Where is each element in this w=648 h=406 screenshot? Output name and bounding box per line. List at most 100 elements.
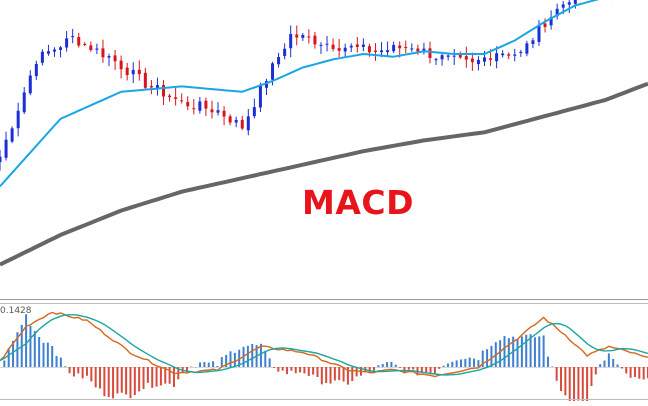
candle-body [4, 139, 8, 158]
candle-body [428, 48, 432, 58]
candle-body [264, 81, 268, 88]
candle-body [192, 108, 196, 110]
candle-body [470, 58, 474, 63]
candle-body [119, 60, 123, 70]
candle-body [495, 53, 499, 62]
candle-body [204, 100, 208, 109]
candle-body [452, 55, 456, 57]
candle-body [337, 48, 341, 51]
candle-body [277, 57, 281, 65]
candle-body [271, 63, 275, 80]
candle-body [210, 109, 214, 113]
candle-body [361, 44, 365, 47]
candle-body [107, 56, 111, 58]
candle-body [77, 37, 81, 46]
candle-body [16, 110, 20, 129]
candle-body [131, 69, 135, 75]
candle-body [513, 54, 517, 56]
macd-lines [0, 311, 648, 378]
candle-body [537, 24, 541, 42]
candle-body [410, 48, 414, 50]
candle-body [149, 85, 153, 88]
candle-body [258, 85, 262, 108]
candle-body [319, 44, 323, 46]
candle-body [525, 43, 529, 54]
candle-body [458, 54, 462, 58]
candle-body [168, 95, 172, 98]
candle-body [313, 35, 317, 45]
candle-body [573, 0, 577, 4]
candle-body [392, 44, 396, 52]
candle-body [180, 100, 184, 102]
candle-body [531, 40, 535, 45]
candle-body [143, 72, 147, 88]
candle-body [53, 49, 57, 52]
candle-body [380, 50, 384, 53]
candle-body [561, 4, 565, 8]
candle-body [416, 48, 420, 52]
candle-body [28, 75, 32, 94]
candle-body [137, 69, 141, 75]
candle-body [22, 92, 26, 113]
candle-body [289, 33, 293, 49]
candle-body [482, 57, 486, 62]
candle-body [404, 46, 408, 48]
candle-body [10, 128, 14, 142]
candle-body [83, 43, 87, 45]
macd-value-label: 0.1428 [0, 306, 32, 316]
candle-body [440, 55, 444, 60]
candle-body [59, 47, 63, 50]
candle-body [446, 55, 450, 57]
candle-body [501, 53, 505, 56]
signal-line [0, 314, 648, 376]
chart-title: MACD [302, 183, 414, 222]
candle-body [549, 17, 553, 26]
candle-body [89, 45, 93, 51]
candle-body [398, 45, 402, 49]
candle-body [307, 36, 311, 38]
candle-body [46, 51, 50, 54]
candle-body [349, 45, 353, 48]
price-candles [0, 0, 613, 171]
candle-body [367, 46, 371, 53]
candle-body [113, 55, 117, 62]
candle-body [216, 110, 220, 113]
candle-body [283, 48, 287, 57]
candle-body [234, 119, 238, 123]
candle-body [519, 51, 523, 53]
candle-body [34, 63, 38, 77]
candle-body [40, 51, 44, 63]
candle-body [155, 85, 159, 88]
macd-line [0, 311, 648, 378]
moving-averages [0, 0, 648, 267]
candle-body [567, 2, 571, 5]
candle-body [65, 38, 69, 48]
candle-body [222, 110, 226, 117]
candle-body [101, 48, 105, 58]
candle-body [0, 156, 2, 163]
candle-body [162, 85, 166, 97]
candle-body [301, 35, 305, 38]
candle-body [355, 44, 359, 48]
candle-body [343, 47, 347, 52]
slow-ma-line [0, 81, 648, 267]
candle-body [555, 8, 559, 17]
candle-body [507, 54, 511, 56]
candle-body [489, 58, 493, 60]
candle-body [125, 67, 129, 76]
candle-body [246, 116, 250, 131]
candle-body [331, 44, 335, 49]
candle-body [373, 50, 377, 52]
candle-body [434, 59, 438, 61]
candle-body [174, 97, 178, 99]
candle-body [71, 36, 75, 38]
candle-body [95, 48, 99, 50]
candle-body [422, 48, 426, 52]
candle-body [198, 101, 202, 111]
candle-body [240, 119, 244, 129]
candle-body [476, 59, 480, 65]
candle-body [252, 107, 256, 117]
